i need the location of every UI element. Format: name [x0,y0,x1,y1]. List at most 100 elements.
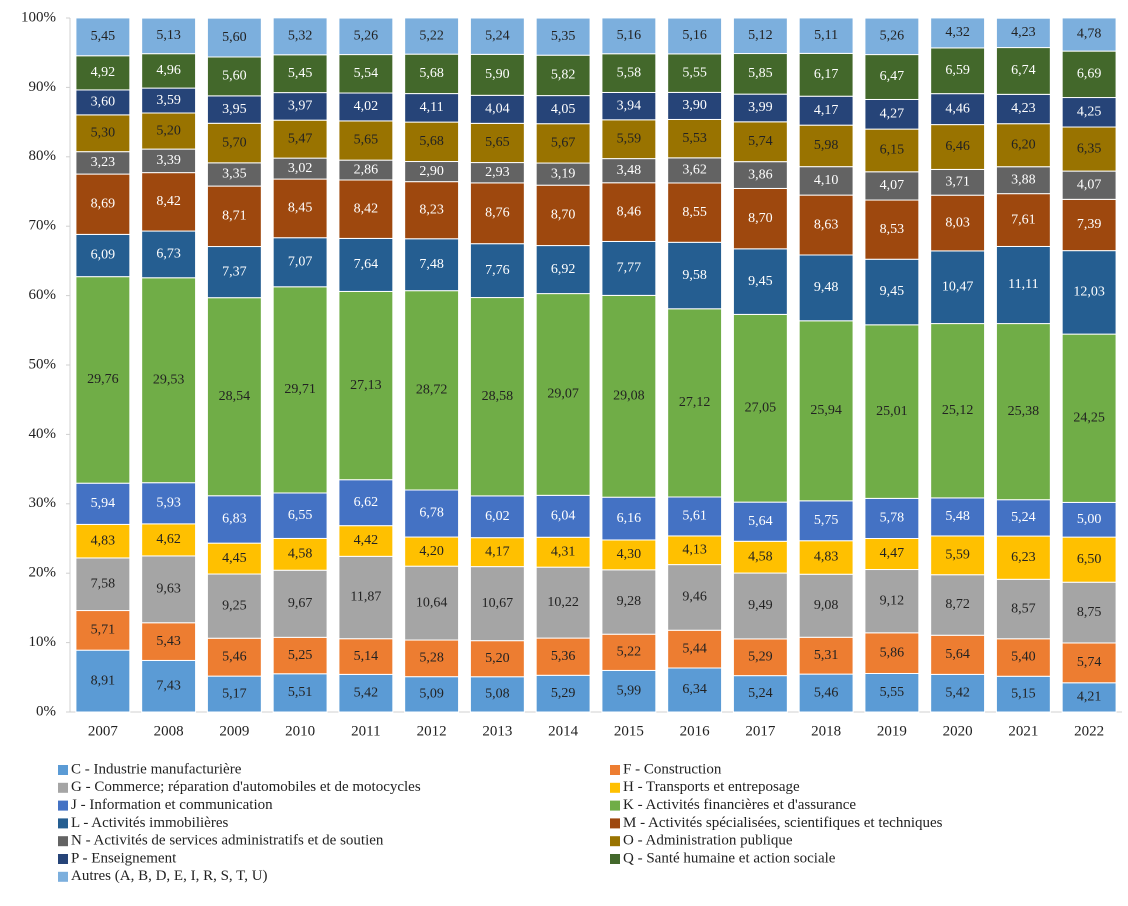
bar-segment [404,238,460,292]
value-label: 6,83 [222,512,247,527]
value-label: 5,25 [288,648,313,663]
value-label: 6,15 [880,143,905,158]
bar-segment [272,178,328,239]
value-label: 8,63 [814,217,839,232]
bar-segment [206,17,262,58]
value-label: 5,24 [485,28,510,43]
bar-segment [601,633,657,671]
bar-segment [864,17,920,56]
bar-segment [535,494,591,538]
value-label: 7,07 [288,254,313,269]
value-label: 5,22 [617,645,642,660]
value-label: 5,86 [880,645,905,660]
x-tick-label: 2007 [88,723,119,739]
y-tick-label: 100% [21,9,56,25]
value-label: 5,58 [617,65,642,80]
bar-segment [469,182,525,245]
value-label: 4,23 [1011,25,1036,40]
value-label: 7,77 [617,261,642,276]
x-tick-label: 2013 [482,723,512,739]
value-label: 5,61 [682,509,707,524]
bar-segment [930,194,986,252]
value-label: 3,48 [617,163,642,178]
bar-segment [272,537,328,571]
value-label: 8,76 [485,206,510,221]
value-label: 6,34 [682,682,707,697]
x-tick-label: 2021 [1008,723,1038,739]
value-label: 5,93 [156,495,181,510]
bar-segment [864,199,920,260]
bar-segment [798,124,854,168]
value-label: 7,43 [156,678,181,693]
value-label: 5,44 [682,641,707,656]
bar-segment [141,659,197,713]
value-label: 4,96 [156,63,181,78]
value-label: 6,02 [485,509,510,524]
bar-segment [864,324,920,499]
value-label: 6,20 [1011,137,1036,152]
value-label: 5,42 [354,685,379,700]
value-label: 5,28 [419,651,444,666]
value-label: 5,54 [354,66,379,81]
value-label: 6,46 [945,139,970,154]
x-tick-label: 2020 [943,723,973,739]
value-label: 29,08 [613,389,645,404]
bar-segment [667,17,723,55]
value-label: 24,25 [1073,410,1105,425]
bar-segment [404,121,460,163]
x-tick-label: 2011 [351,723,380,739]
bar-segment [272,492,328,539]
x-tick-label: 2018 [811,723,841,739]
x-tick-label: 2009 [219,723,249,739]
bar-segment [206,122,262,164]
bar-segment [930,535,986,576]
bar-segment [930,574,986,636]
bar-segment [864,569,920,634]
bar-segment [404,290,460,491]
bar-segment [404,93,460,123]
bar-segment [995,17,1051,49]
value-label: 5,16 [682,28,707,43]
legend-label: J - Information et communication [71,797,273,813]
bar-segment [75,610,131,651]
y-tick-label: 20% [29,565,57,581]
bar-segment [141,87,197,114]
bar-segment [1061,536,1117,583]
value-label: 4,32 [945,25,970,40]
value-label: 6,92 [551,262,576,277]
value-label: 3,39 [156,153,181,168]
bar-segment [404,639,460,678]
bar-segment [404,181,460,240]
value-label: 4,17 [814,103,839,118]
bar-segment [141,53,197,89]
value-label: 8,42 [354,201,379,216]
value-label: 7,39 [1077,217,1102,232]
legend-swatch [58,818,68,829]
value-label: 4,10 [814,173,839,188]
bar-segment [535,54,591,97]
legend-swatch [610,836,620,847]
bar-segment [272,569,328,638]
value-label: 27,13 [350,378,382,393]
bar-segment [338,54,394,94]
value-label: 3,99 [748,100,773,115]
value-label: 5,20 [156,123,181,138]
value-label: 8,69 [91,196,116,211]
value-label: 5,64 [945,647,970,662]
value-label: 8,91 [91,673,116,688]
value-label: 9,48 [814,280,839,295]
bar-segment [864,497,920,540]
value-label: 7,64 [354,257,379,272]
value-label: 5,32 [288,29,313,44]
bar-segment [535,17,591,56]
value-label: 5,60 [222,69,247,84]
value-label: 3,60 [91,95,116,110]
value-label: 5,43 [156,634,181,649]
legend-swatch [58,782,68,793]
value-label: 12,03 [1073,285,1105,300]
bar-segment [535,123,591,164]
value-label: 9,45 [748,274,773,289]
value-label: 5,36 [551,649,576,664]
bar-segment [338,638,394,675]
